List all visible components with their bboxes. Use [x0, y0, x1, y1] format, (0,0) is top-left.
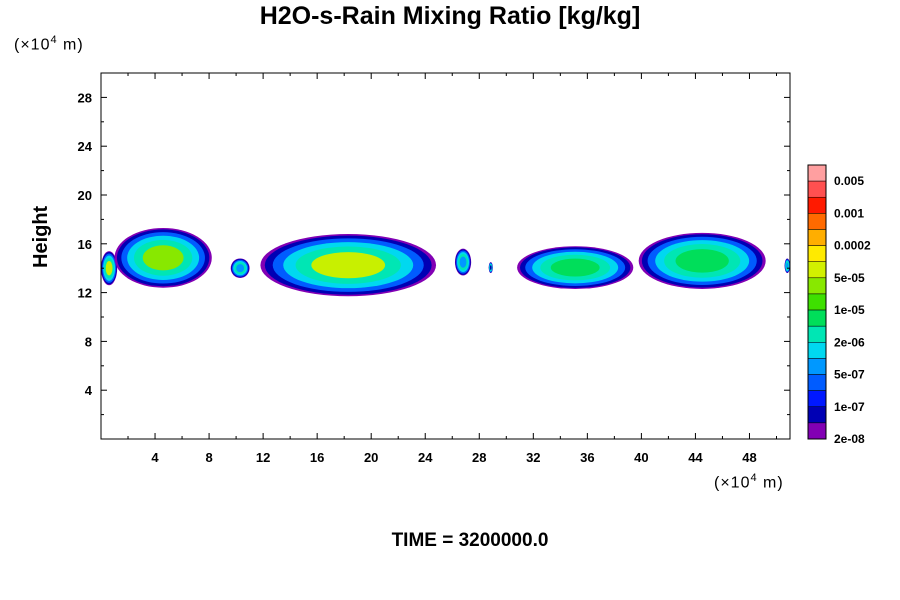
colorbar-swatch [807, 325, 827, 343]
x-tick-label: 28 [472, 450, 486, 465]
cloud-5 [488, 262, 493, 274]
cloud-1 [114, 227, 212, 288]
x-tick-label: 48 [742, 450, 756, 465]
x-unit-tail: m) [757, 474, 784, 492]
colorbar-swatch [807, 422, 827, 440]
colorbar-swatch [807, 406, 827, 424]
colorbar-swatch [807, 213, 827, 230]
cloud-core [489, 265, 492, 270]
colorbar-label: 2e-08 [834, 432, 865, 446]
colorbar-swatch [807, 229, 827, 246]
y-tick-label: 24 [78, 139, 93, 154]
cloud-core [236, 264, 245, 273]
colorbar-swatch [807, 180, 827, 198]
colorbar-label: 5e-07 [834, 368, 865, 382]
cloud-2 [230, 258, 250, 278]
colorbar-swatch [807, 293, 827, 311]
x-tick-label: 12 [256, 450, 270, 465]
colorbar-label: 5e-05 [834, 271, 865, 285]
colorbar-swatch [807, 309, 827, 327]
colorbar-swatch [807, 261, 827, 279]
x-tick-label: 16 [310, 450, 324, 465]
y-unit-exponent: 4 [50, 34, 58, 46]
cloud-4 [454, 248, 472, 276]
x-axis-unit: (×104 m) [714, 472, 784, 492]
x-tick-label: 8 [205, 450, 212, 465]
colorbar-label: 0.0002 [834, 239, 871, 253]
cloud-core [550, 258, 600, 277]
y-tick-label: 20 [78, 188, 92, 203]
y-tick-label: 16 [78, 237, 92, 252]
colorbar-swatch [807, 245, 827, 262]
cloud-6 [517, 246, 634, 289]
colorbar-label: 2e-06 [834, 335, 865, 349]
cloud-core [105, 261, 113, 276]
x-tick-label: 24 [418, 450, 433, 465]
x-tick-label: 20 [364, 450, 378, 465]
x-tick-label: 36 [580, 450, 594, 465]
x-tick-label: 32 [526, 450, 540, 465]
colorbar-label: 1e-05 [834, 303, 865, 317]
colorbar-swatch [807, 164, 827, 182]
cloud-core [142, 245, 184, 271]
colorbar-swatch [807, 374, 827, 391]
y-unit-tail: m) [57, 36, 84, 54]
x-unit-exponent: 4 [750, 472, 758, 484]
x-tick-label: 4 [151, 450, 159, 465]
cloud-0 [101, 251, 118, 286]
colorbar-label: 0.001 [834, 206, 864, 220]
colorbar-swatch [807, 358, 827, 375]
y-unit-text: (×10 [14, 36, 51, 54]
cloud-core [459, 256, 467, 268]
cloud-8 [784, 258, 790, 274]
colorbar-frame [807, 164, 827, 440]
colorbar-label: 0.005 [834, 174, 864, 188]
y-tick-label: 8 [85, 334, 92, 349]
y-axis-unit: (×104 m) [14, 34, 84, 54]
colorbar-swatch [807, 196, 827, 214]
cloud-7 [638, 232, 766, 289]
colorbar-label: 1e-07 [834, 400, 865, 414]
colorbar-swatch [807, 390, 827, 408]
plot-frame [100, 72, 791, 440]
colorbar-swatch [807, 342, 827, 359]
cloud-core [786, 262, 789, 269]
cloud-core [311, 252, 386, 279]
colorbar-swatch [807, 277, 827, 295]
data-field [101, 227, 790, 297]
colorbar: 0.005 0.001 0.0002 5e-05 1e-05 2e-06 5e-07 1e-0… [807, 164, 871, 446]
x-tick-label: 40 [634, 450, 648, 465]
cloud-3 [260, 234, 437, 297]
y-tick-label: 12 [78, 286, 92, 301]
cloud-core [675, 249, 729, 273]
x-unit-text: (×10 [714, 474, 751, 492]
y-tick-label: 28 [78, 90, 92, 105]
chart-title: H2O-s-Rain Mixing Ratio [kg/kg] [259, 2, 641, 30]
time-label: TIME = 3200000.0 [391, 530, 549, 551]
y-tick-label: 4 [85, 383, 93, 398]
x-tick-label: 44 [688, 450, 703, 465]
